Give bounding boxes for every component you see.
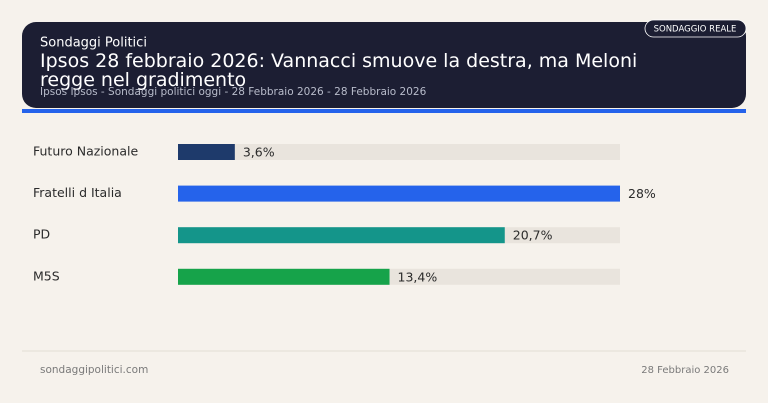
footer-date: 28 Febbraio 2026 (641, 365, 729, 376)
brand: Sondaggi Politici (40, 36, 147, 51)
bar (178, 185, 620, 202)
category-label: PD (33, 227, 50, 242)
category-label: Fratelli d Italia (33, 185, 122, 200)
chart-title: Ipsos 28 febbraio 2026: Vannacci smuove … (40, 52, 638, 91)
category-label: M5S (33, 268, 60, 283)
bar-track (178, 144, 620, 160)
category-label: Futuro Nazionale (33, 144, 138, 159)
subtitle: Ipsos Ipsos - Sondaggi politici oggi - 2… (40, 86, 427, 98)
bar (178, 144, 235, 160)
value-label: 13,4% (398, 269, 438, 284)
badge-text: SONDAGGIO REALE (654, 25, 737, 35)
header-panel (22, 22, 746, 108)
footer-site: sondaggipolitici.com (40, 364, 148, 376)
header-accent (22, 109, 746, 113)
value-label: 28% (628, 186, 656, 201)
value-label: 20,7% (513, 228, 553, 243)
value-label: 3,6% (243, 145, 275, 160)
bar (178, 227, 505, 244)
title-box: Ipsos 28 febbraio 2026: Vannacci smuove … (40, 52, 638, 91)
badge (644, 19, 747, 38)
bar (178, 268, 390, 285)
